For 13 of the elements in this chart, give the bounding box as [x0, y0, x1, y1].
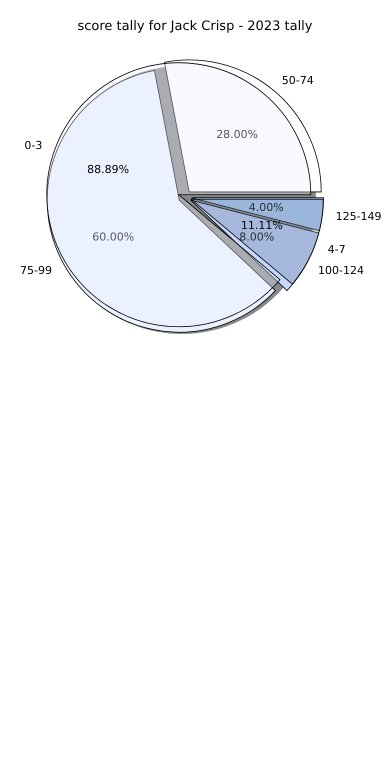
- data-label: 60.00%: [92, 230, 134, 244]
- slice-label: 0-3: [24, 138, 42, 152]
- slice-label: 50-74: [282, 74, 314, 87]
- slice-label: 75-99: [20, 264, 52, 277]
- data-label: 28.00%: [216, 128, 258, 141]
- data-label: 4.00%: [248, 201, 284, 214]
- chart-title: score tally for Jack Crisp - 2023 tally: [77, 19, 313, 34]
- slice-label: 125-149: [336, 210, 382, 223]
- data-label: 8.00%: [239, 230, 274, 244]
- slice-label: 4-7: [328, 242, 346, 256]
- data-label: 88.89%: [87, 162, 130, 176]
- data-label: 11.11%: [240, 218, 283, 232]
- slice-label: 100-124: [318, 264, 364, 277]
